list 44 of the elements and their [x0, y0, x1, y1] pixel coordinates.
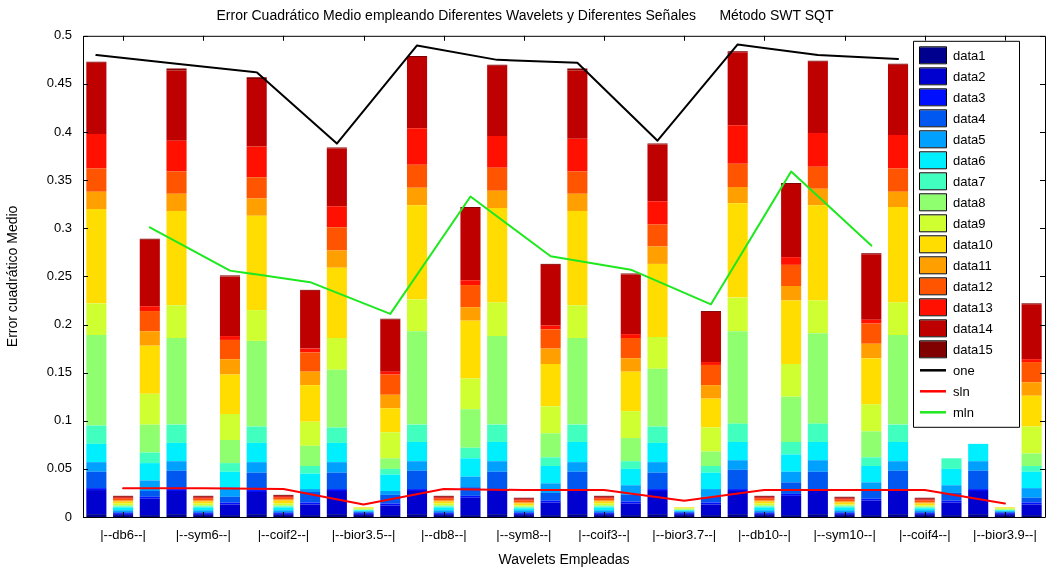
legend-label: sln: [953, 383, 970, 399]
legend-label: data8: [953, 194, 986, 210]
legend-label: data3: [953, 89, 986, 105]
x-tick-label: |--bior3.9--|: [973, 527, 1037, 543]
x-tick-label: |--sym10--|: [813, 527, 876, 543]
legend-label: data6: [953, 152, 986, 168]
legend-label: data9: [953, 215, 986, 231]
x-tick-label: |--db6--|: [100, 527, 146, 543]
legend-label: mln: [953, 404, 974, 420]
x-tick-label: |--bior3.5--|: [331, 527, 396, 543]
y-tick-label: 0.4: [53, 123, 72, 139]
legend-label: data11: [953, 257, 992, 273]
legend-label: one: [953, 362, 975, 378]
x-tick-label: |--coif2--|: [257, 527, 310, 543]
legend-label: data15: [953, 341, 993, 357]
legend-label: data4: [953, 110, 986, 126]
chart-title: Error Cuadrático Medio empleando Diferentes Wavelets y Diferentes Señales Método SWT SQT: [216, 7, 834, 24]
x-tick-label: |--sym8--|: [496, 527, 552, 543]
y-tick-label: 0.5: [53, 27, 72, 43]
legend-label: data14: [953, 320, 993, 336]
x-tick-label: |--db8--|: [420, 527, 467, 543]
y-tick-label: 0.2: [53, 316, 72, 332]
y-tick-label: 0.1: [53, 412, 72, 428]
y-tick-label: 0.05: [46, 460, 72, 476]
x-axis-title: Wavelets Empleadas: [498, 551, 630, 568]
x-tick-label: |--sym6--|: [175, 527, 231, 543]
legend-label: data10: [953, 236, 993, 252]
legend-label: data13: [953, 299, 993, 315]
legend-label: data5: [953, 131, 986, 147]
legend-label: data7: [953, 173, 986, 189]
y-tick-label: 0.15: [46, 364, 72, 380]
x-tick-label: |--bior3.7--|: [652, 527, 717, 543]
y-tick-label: 0.35: [46, 171, 72, 187]
x-tick-label: |--db10--|: [737, 527, 791, 543]
y-axis-title: Error cuadrático Medio: [4, 205, 21, 348]
x-tick-label: |--coif4--|: [898, 527, 951, 543]
y-tick-label: 0: [64, 508, 72, 524]
legend-label: data12: [953, 278, 993, 294]
y-tick-label: 0.3: [53, 219, 72, 235]
legend-label: data2: [953, 68, 986, 84]
x-tick-label: |--coif3--|: [578, 527, 630, 543]
y-tick-label: 0.25: [46, 267, 72, 283]
legend-label: data1: [953, 47, 986, 63]
y-tick-label: 0.45: [46, 75, 72, 91]
